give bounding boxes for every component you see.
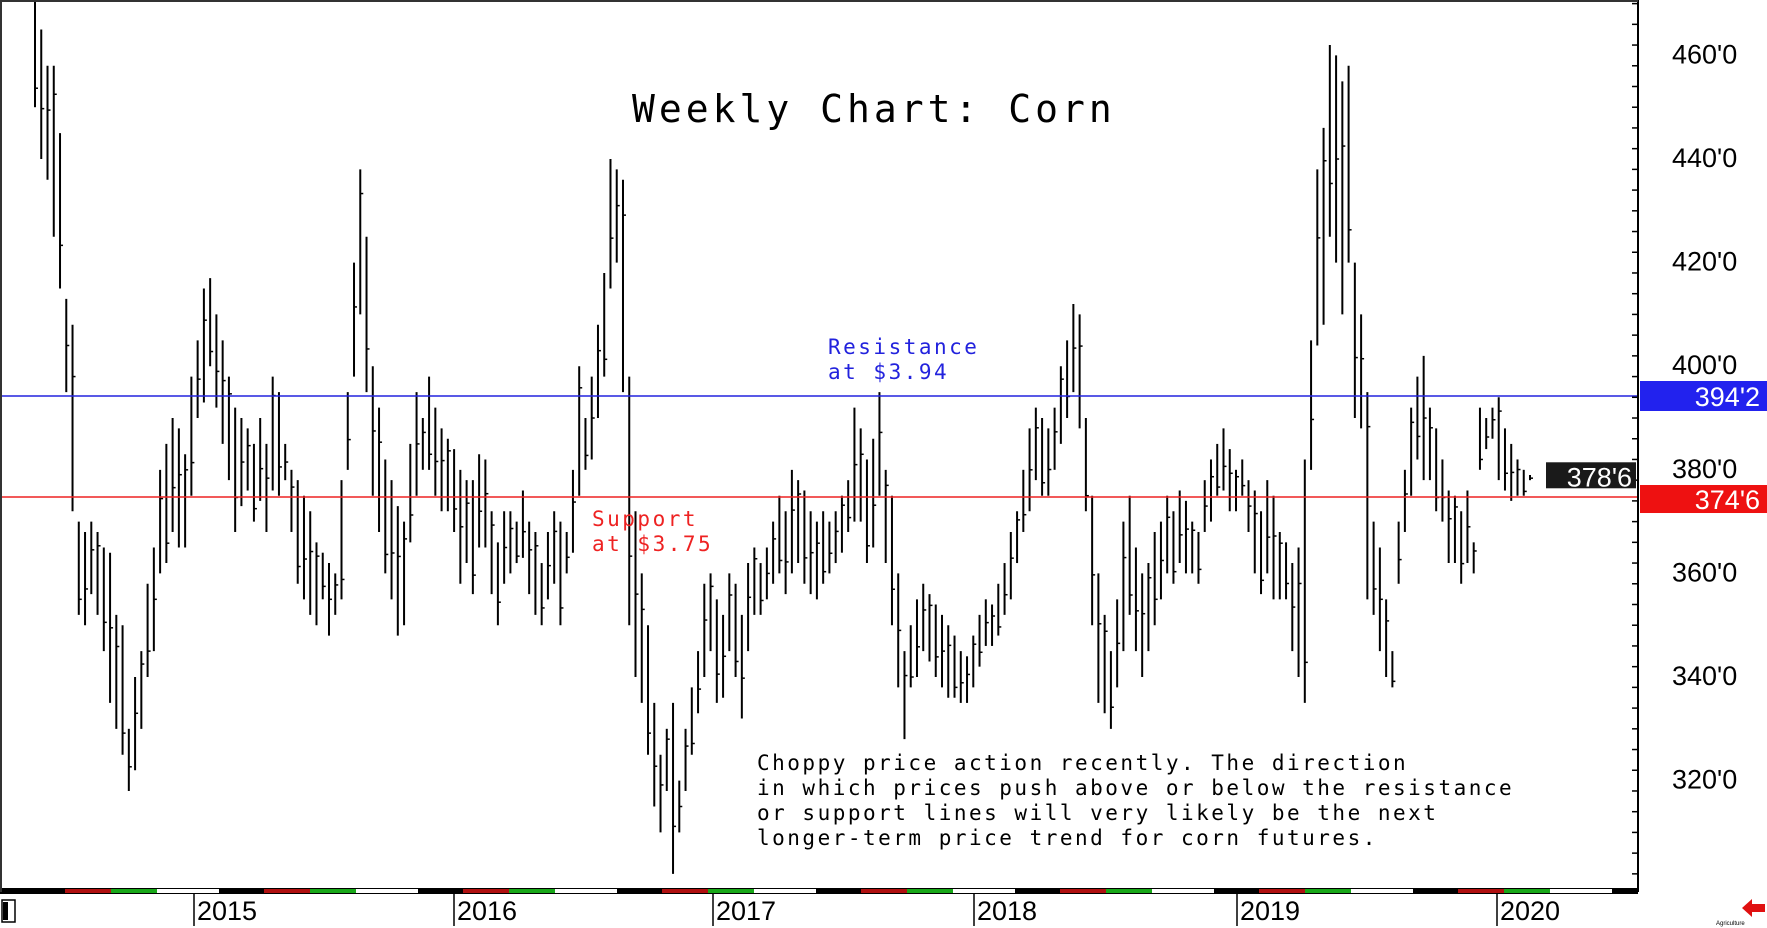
season-segment (20, 889, 65, 893)
season-segment (861, 889, 907, 893)
y-tick-label: 360'0 (1672, 557, 1737, 587)
y-tick-label: 320'0 (1672, 765, 1737, 795)
y-tick-label: 440'0 (1672, 143, 1737, 173)
price-bars (34, 0, 1533, 874)
season-segment (65, 889, 111, 893)
note-line-3: or support lines will very likely be the… (757, 801, 1438, 825)
y-tick-label: 400'0 (1672, 350, 1737, 380)
x-tick-label: 2019 (1240, 896, 1300, 926)
season-segment (356, 889, 418, 893)
x-tick-label: 2015 (197, 896, 257, 926)
note-line-1: Choppy price action recently. The direct… (757, 751, 1408, 775)
support-annotation-line2: at $3.75 (592, 532, 713, 556)
y-axis: 460'0 440'0 420'0 400'0 380'0 360'0 340'0 320'0 (1632, 2, 1737, 875)
season-segment (1458, 889, 1504, 893)
season-segment (310, 889, 356, 893)
season-segment (1504, 889, 1550, 893)
season-segment (1351, 889, 1413, 893)
y-tick-label: 420'0 (1672, 247, 1737, 277)
resistance-price-label-bg (1640, 381, 1767, 411)
season-segment (111, 889, 157, 893)
season-segment (754, 889, 816, 893)
arrow-left-icon[interactable] (1742, 899, 1765, 917)
x-tick-label: 2016 (457, 896, 517, 926)
x-axis: 2015 2016 2017 2018 2019 2020 (193, 894, 1560, 926)
x-tick-label: 2020 (1500, 896, 1560, 926)
resistance-annotation-line2: at $3.94 (828, 360, 949, 384)
season-segment (1413, 889, 1458, 893)
support-annotation-line1: Support (592, 507, 698, 531)
x-tick-label: 2017 (716, 896, 776, 926)
season-segment (555, 889, 617, 893)
season-segment (617, 889, 662, 893)
season-segment (157, 889, 219, 893)
y-tick-label: 380'0 (1672, 454, 1737, 484)
season-segment (264, 889, 310, 893)
last-price-label-bg (1546, 462, 1636, 489)
season-segment (509, 889, 555, 893)
season-segment (1015, 889, 1060, 893)
season-segment (1259, 889, 1305, 893)
season-segment (1305, 889, 1351, 893)
note-line-4: longer-term price trend for corn futures… (757, 826, 1378, 850)
season-segment (953, 889, 1015, 893)
season-segment (907, 889, 953, 893)
season-segment (708, 889, 754, 893)
season-segment (1152, 889, 1214, 893)
support-price-label: 374'6 (1695, 485, 1760, 515)
season-segment (1060, 889, 1106, 893)
brand-logo-text: Agriculture (1716, 921, 1745, 927)
season-segment (418, 889, 463, 893)
resistance-price-label: 394'2 (1695, 382, 1760, 412)
note-line-2: in which prices push above or below the … (757, 776, 1514, 800)
scroll-handle-grip (3, 902, 8, 920)
season-segment (1214, 889, 1259, 893)
season-segment (1612, 889, 1638, 893)
resistance-annotation-line1: Resistance (828, 335, 979, 359)
y-tick-label: 460'0 (1672, 39, 1737, 69)
last-price-label: 378'6 (1567, 462, 1632, 492)
season-segment (1550, 889, 1612, 893)
season-strip (0, 888, 1638, 894)
support-price-label-bg (1640, 485, 1767, 514)
season-segment (463, 889, 509, 893)
y-tick-label: 340'0 (1672, 661, 1737, 691)
season-segment (662, 889, 708, 893)
season-segment (1106, 889, 1152, 893)
chart-title: Weekly Chart: Corn (632, 87, 1116, 131)
season-segment (219, 889, 264, 893)
x-tick-label: 2018 (977, 896, 1037, 926)
season-segment (816, 889, 861, 893)
